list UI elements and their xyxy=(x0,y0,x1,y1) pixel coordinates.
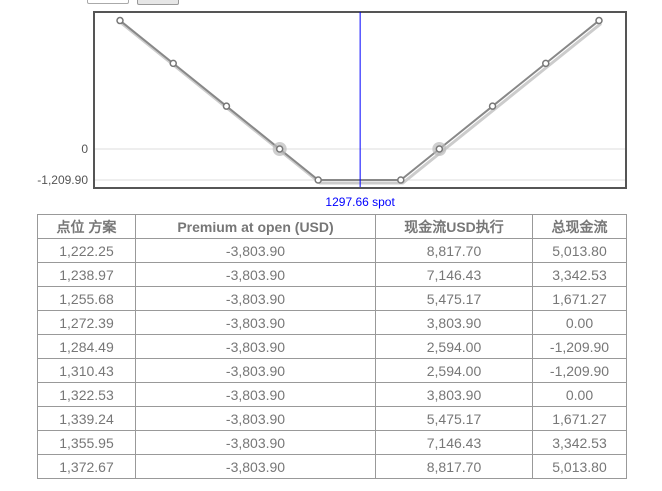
table-cell: 1,255.68 xyxy=(37,286,136,311)
spot-label: 1297.66 spot xyxy=(325,195,395,209)
y-tick-label: -1,209.90 xyxy=(37,173,88,187)
top-button[interactable] xyxy=(137,0,179,5)
table-cell: 5,013.80 xyxy=(532,454,627,479)
table-cell: -3,803.90 xyxy=(135,310,376,335)
data-point xyxy=(275,145,284,153)
table-row: 1,238.97 -3,803.90 7,146.43 3,342.53 xyxy=(37,262,627,287)
data-point xyxy=(488,102,497,110)
table-cell: -3,803.90 xyxy=(135,262,376,287)
data-point xyxy=(169,59,177,68)
data-point xyxy=(116,16,124,25)
series-shadow xyxy=(121,22,602,185)
table-cell: 8,817.70 xyxy=(375,238,533,263)
data-point xyxy=(595,16,603,25)
table-row: 1,339.24 -3,803.90 5,475.17 1,671.27 xyxy=(37,406,627,431)
table-cell: 0.00 xyxy=(532,310,627,335)
table-cell: 8,817.70 xyxy=(375,454,533,479)
data-point xyxy=(222,102,231,110)
table-cell: 1,355.95 xyxy=(37,430,136,455)
table-cell: 1,671.27 xyxy=(532,406,627,431)
table-cell: -3,803.90 xyxy=(135,406,376,431)
top-controls xyxy=(87,0,179,5)
table-cell: 5,013.80 xyxy=(532,238,627,263)
table-cell: -3,803.90 xyxy=(135,238,376,263)
table-cell: 5,475.17 xyxy=(375,406,533,431)
data-point xyxy=(314,176,322,184)
table-cell: -1,209.90 xyxy=(532,334,627,359)
table-cell: 3,803.90 xyxy=(375,310,533,335)
header-premium: Premium at open (USD) xyxy=(135,214,376,239)
header-cashflow: 现金流USD执行 xyxy=(375,214,533,239)
payoff-chart: 0 -1,209.90 1297.66 spot xyxy=(37,11,627,209)
table-cell: -3,803.90 xyxy=(135,454,376,479)
table-row: 1,355.95 -3,803.90 7,146.43 3,342.53 xyxy=(37,430,627,455)
data-point xyxy=(542,59,550,68)
table-cell: 3,803.90 xyxy=(375,382,533,407)
table-row: 1,272.39 -3,803.90 3,803.90 0.00 xyxy=(37,310,627,335)
table-cell: 7,146.43 xyxy=(375,262,533,287)
table-cell: 5,475.17 xyxy=(375,286,533,311)
table-cell: -3,803.90 xyxy=(135,358,376,383)
table-cell: 1,284.49 xyxy=(37,334,136,359)
header-total: 总现金流 xyxy=(532,214,627,239)
table-cell: 2,594.00 xyxy=(375,358,533,383)
table-cell: -1,209.90 xyxy=(532,358,627,383)
table-row: 1,222.25 -3,803.90 8,817.70 5,013.80 xyxy=(37,238,627,263)
top-input[interactable] xyxy=(87,0,129,4)
table-cell: 2,594.00 xyxy=(375,334,533,359)
table-cell: 1,671.27 xyxy=(532,286,627,311)
payoff-table: 点位 方案 Premium at open (USD) 现金流USD执行 总现金… xyxy=(37,214,627,479)
table-cell: 1,238.97 xyxy=(37,262,136,287)
y-tick-label: 0 xyxy=(81,142,88,156)
header-strike: 点位 方案 xyxy=(37,214,136,239)
table-cell: 7,146.43 xyxy=(375,430,533,455)
table-cell: 1,372.67 xyxy=(37,454,136,479)
table-cell: 3,342.53 xyxy=(532,262,627,287)
table-cell: 1,310.43 xyxy=(37,358,136,383)
table-row: 1,372.67 -3,803.90 8,817.70 5,013.80 xyxy=(37,454,627,479)
table-cell: 1,339.24 xyxy=(37,406,136,431)
table-cell: 0.00 xyxy=(532,382,627,407)
table-cell: -3,803.90 xyxy=(135,334,376,359)
table-cell: 1,272.39 xyxy=(37,310,136,335)
table-cell: -3,803.90 xyxy=(135,286,376,311)
table-row: 1,310.43 -3,803.90 2,594.00 -1,209.90 xyxy=(37,358,627,383)
table-cell: 3,342.53 xyxy=(532,430,627,455)
payoff-line xyxy=(119,19,600,181)
table-row: 1,322.53 -3,803.90 3,803.90 0.00 xyxy=(37,382,627,407)
data-point xyxy=(435,145,444,153)
table-row: 1,284.49 -3,803.90 2,594.00 -1,209.90 xyxy=(37,334,627,359)
table-cell: -3,803.90 xyxy=(135,430,376,455)
table-cell: -3,803.90 xyxy=(135,382,376,407)
table-cell: 1,222.25 xyxy=(37,238,136,263)
data-point xyxy=(397,176,405,184)
table-cell: 1,322.53 xyxy=(37,382,136,407)
table-row: 1,255.68 -3,803.90 5,475.17 1,671.27 xyxy=(37,286,627,311)
